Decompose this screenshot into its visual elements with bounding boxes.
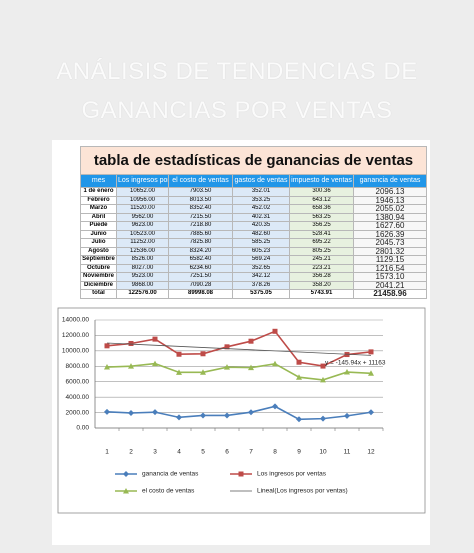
marker [128, 363, 134, 369]
marker [248, 338, 254, 344]
marker [248, 409, 254, 416]
marker [152, 336, 158, 342]
marker [272, 403, 278, 410]
legend-label: ganancia de ventas [142, 471, 199, 478]
column-header: Los ingresos por ventas [116, 174, 169, 188]
column-header: el costo de ventas [168, 174, 233, 188]
column-header: impuesto de ventas [289, 174, 354, 188]
chart-frame [57, 307, 426, 514]
marker [238, 471, 244, 477]
column-header: gastos de ventas [232, 174, 290, 188]
marker [128, 340, 134, 346]
x-tick-label: 8 [273, 449, 277, 456]
marker [123, 488, 129, 494]
y-tick-label: 14000.00 [62, 317, 89, 324]
marker [248, 364, 254, 371]
marker [368, 409, 374, 416]
marker [272, 360, 278, 367]
marker [176, 414, 182, 421]
table-row: 1 de enero 10652.00 7903.50 352.01 300.36 209… [80, 187, 427, 197]
x-tick-label: 4 [177, 449, 181, 456]
y-tick-label: 12000.00 [62, 332, 89, 339]
table-row: Noviembre 9523.00 7251.50 342.12 356.28 1573.… [80, 272, 427, 282]
x-tick-label: 1 [105, 449, 109, 456]
marker [176, 369, 182, 375]
marker [368, 370, 374, 376]
table-row: total 122576.00 89998.08 5375.05 5743.91 2145… [80, 289, 427, 299]
marker [123, 471, 129, 477]
y-tick-label: 10000.00 [62, 348, 89, 355]
x-tick-label: 11 [344, 449, 351, 456]
x-tick-label: 5 [201, 449, 205, 456]
marker [224, 364, 230, 370]
marker [272, 328, 278, 334]
marker [296, 359, 302, 365]
trendline-label: y = -145.94x + 11163 [325, 360, 386, 367]
marker [224, 344, 230, 350]
legend-label: el costo de ventas [142, 488, 195, 495]
marker [200, 369, 206, 375]
x-tick-label: 6 [225, 449, 229, 456]
stats-table: tabla de estadísticas de ganancias de ve… [80, 146, 427, 299]
y-tick-label: 4000.00 [66, 394, 90, 401]
marker [224, 412, 230, 419]
marker [104, 343, 110, 349]
table-cell: 21458.96 [353, 289, 427, 299]
marker [128, 409, 134, 416]
x-tick-label: 7 [249, 449, 253, 456]
marker [200, 351, 206, 357]
legend-label: Lineal(Los ingresos por ventas) [257, 488, 348, 495]
page-title: ANÁLISIS DE TENDENCIAS DE GANANCIAS POR … [56, 58, 418, 124]
marker [368, 349, 374, 355]
y-tick-label: 8000.00 [66, 363, 90, 370]
marker [320, 415, 326, 422]
table-row: Puede 9623.00 7218.80 420.35 356.25 1627.60 [80, 221, 427, 231]
series-line [106, 405, 372, 421]
y-tick-label: 0.00 [76, 425, 89, 432]
marker [104, 364, 110, 370]
marker [344, 412, 350, 419]
table-body: 1 de enero 10652.00 7903.50 352.01 300.36 209… [80, 187, 427, 299]
marker [296, 416, 302, 423]
marker [104, 408, 110, 415]
marker [344, 369, 350, 375]
x-tick-label: 9 [297, 449, 301, 456]
marker [296, 374, 302, 380]
x-tick-label: 3 [153, 449, 157, 456]
y-tick-label: 6000.00 [66, 378, 90, 385]
column-header: ganancia de ventas [353, 174, 427, 188]
trendline [106, 342, 372, 356]
marker [152, 360, 158, 367]
marker [176, 351, 182, 357]
series-line [106, 330, 372, 367]
marker [320, 376, 326, 383]
y-tick-label: 2000.00 [66, 409, 90, 416]
table-title: tabla de estadísticas de ganancias de ve… [80, 146, 427, 175]
x-tick-label: 12 [367, 449, 375, 456]
x-tick-label: 10 [319, 449, 327, 456]
series-line [106, 362, 372, 381]
x-tick-label: 2 [129, 449, 133, 456]
legend-label: Los ingresos por ventas [257, 471, 327, 478]
table-row: Septiembre 8526.00 6582.40 569.24 245.21 1129… [80, 255, 427, 265]
marker [152, 409, 158, 416]
marker [320, 363, 326, 369]
marker [200, 412, 206, 419]
